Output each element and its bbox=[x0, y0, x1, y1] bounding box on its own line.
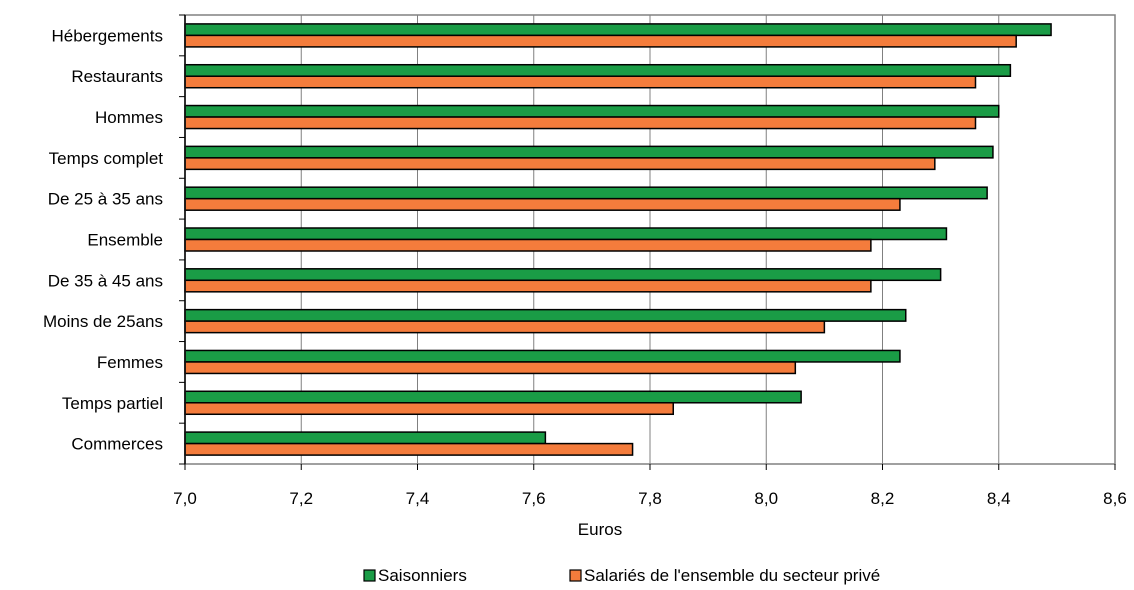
x-tick-label: 8,6 bbox=[1103, 489, 1127, 508]
bar-salaries-1 bbox=[184, 75, 977, 89]
category-label: Temps complet bbox=[49, 149, 164, 168]
category-label: Ensemble bbox=[87, 231, 163, 250]
legend: Saisonniers Salariés de l'ensemble du sec… bbox=[363, 566, 880, 585]
y-axis-line bbox=[179, 14, 1116, 470]
x-tick-label: 8,0 bbox=[754, 489, 778, 508]
bar-salaries-6 bbox=[184, 279, 872, 293]
bar-salaries-4 bbox=[184, 197, 901, 211]
bar-salaries-2 bbox=[184, 116, 977, 130]
legend-label-saisonniers: Saisonniers bbox=[378, 566, 467, 585]
x-tick-label: 7,8 bbox=[638, 489, 662, 508]
x-tick-label: 7,4 bbox=[406, 489, 430, 508]
category-label: Restaurants bbox=[71, 67, 163, 86]
x-tick-label: 7,0 bbox=[173, 489, 197, 508]
bar-saisonniers-7 bbox=[184, 308, 907, 322]
x-axis-title: Euros bbox=[578, 520, 622, 539]
bar-saisonniers-6 bbox=[184, 268, 942, 282]
category-label: Temps partiel bbox=[62, 394, 163, 413]
bar-salaries-7 bbox=[184, 320, 826, 334]
x-tick-labels: 7,0 7,2 7,4 7,6 7,8 8,0 8,2 8,4 8,6 bbox=[173, 489, 1127, 508]
category-label: Commerces bbox=[71, 435, 163, 454]
bar-saisonniers-9 bbox=[184, 390, 802, 404]
bar-salaries-5 bbox=[184, 238, 872, 252]
category-label: De 35 à 45 ans bbox=[48, 271, 163, 290]
category-label: Femmes bbox=[97, 353, 163, 372]
bar-saisonniers-10 bbox=[184, 431, 547, 445]
category-label: De 25 à 35 ans bbox=[48, 190, 163, 209]
x-tick-label: 8,4 bbox=[987, 489, 1011, 508]
bar-saisonniers-0 bbox=[184, 23, 1052, 37]
bar-saisonniers-2 bbox=[184, 104, 1000, 118]
bar-saisonniers-8 bbox=[184, 349, 901, 363]
bars bbox=[184, 23, 1052, 456]
bar-saisonniers-3 bbox=[184, 145, 994, 159]
bar-saisonniers-4 bbox=[184, 186, 988, 200]
legend-label-salaries: Salariés de l'ensemble du secteur privé bbox=[584, 566, 880, 585]
category-label: Hommes bbox=[95, 108, 163, 127]
bar-salaries-10 bbox=[184, 442, 634, 456]
bar-saisonniers-5 bbox=[184, 227, 948, 241]
category-labels: Hébergements Restaurants Hommes Temps compl… bbox=[43, 26, 163, 453]
bar-salaries-9 bbox=[184, 402, 674, 416]
x-tick-label: 7,2 bbox=[289, 489, 313, 508]
bar-salaries-0 bbox=[184, 34, 1017, 48]
x-tick-label: 8,2 bbox=[871, 489, 895, 508]
category-label: Moins de 25ans bbox=[43, 312, 163, 331]
bar-salaries-3 bbox=[184, 157, 936, 171]
bar-saisonniers-1 bbox=[184, 63, 1012, 77]
bar-salaries-8 bbox=[184, 361, 797, 375]
x-tick-label: 7,6 bbox=[522, 489, 546, 508]
legend-swatch-salaries bbox=[569, 569, 582, 582]
legend-swatch-saisonniers bbox=[363, 569, 376, 582]
category-label: Hébergements bbox=[51, 26, 163, 45]
